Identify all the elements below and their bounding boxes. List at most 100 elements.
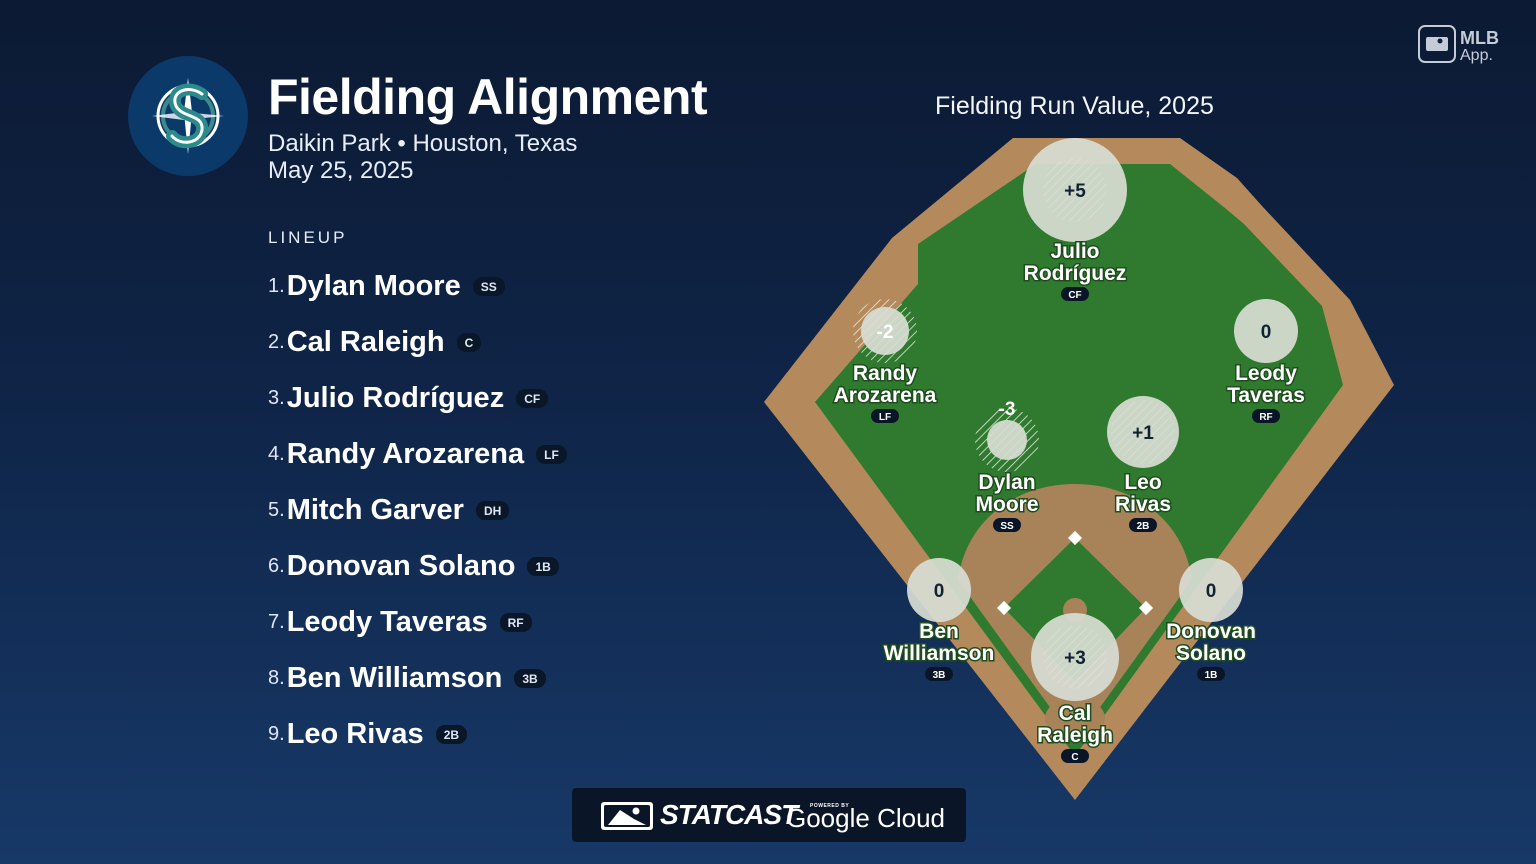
position-badge: LF bbox=[536, 444, 567, 464]
lineup-item: 4. Randy Arozarena LF bbox=[268, 426, 567, 482]
frv-bubble bbox=[907, 558, 971, 622]
mlb-app-logo: MLB App. bbox=[1418, 24, 1514, 64]
powered-by-label: POWERED BY bbox=[810, 803, 850, 809]
fielder-first-name: Dylan bbox=[978, 471, 1035, 494]
lineup-player-name: Julio Rodríguez bbox=[286, 381, 505, 414]
lineup-item: 7. Leody Taveras RF bbox=[268, 594, 567, 650]
position-pill bbox=[1061, 749, 1089, 763]
fielder-first-name: Cal bbox=[1059, 702, 1092, 725]
fielder-last-name: Taveras bbox=[1227, 384, 1305, 407]
lineup-number: 4. bbox=[268, 442, 285, 465]
position-pill-label: CF bbox=[1068, 290, 1081, 301]
lineup-number: 7. bbox=[268, 610, 285, 633]
mlb-logo-icon bbox=[601, 802, 653, 830]
frv-bubble bbox=[1179, 558, 1243, 622]
venue-text: Daikin Park • Houston, Texas bbox=[268, 130, 578, 157]
fielder-first-name: Leody bbox=[1235, 362, 1297, 385]
mlb-app-label-bottom: App. bbox=[1460, 47, 1493, 64]
position-badge: 1B bbox=[527, 556, 559, 576]
position-pill-label: 2B bbox=[1137, 521, 1150, 532]
page-title: Fielding Alignment bbox=[268, 69, 708, 125]
lineup-player-name: Randy Arozarena bbox=[286, 437, 525, 470]
frv-value: -2 bbox=[877, 322, 894, 343]
position-pill-label: SS bbox=[1000, 521, 1014, 532]
position-badge: SS bbox=[472, 276, 505, 296]
fielder-last-name: Moore bbox=[976, 493, 1039, 516]
lineup-item: 6. Donovan Solano 1B bbox=[268, 538, 567, 594]
position-badge: DH bbox=[475, 500, 510, 520]
lineup-item: 5. Mitch Garver DH bbox=[268, 482, 567, 538]
position-pill bbox=[1129, 518, 1157, 532]
position-badge: CF bbox=[516, 388, 549, 408]
mlb-logo-icon bbox=[1418, 25, 1456, 63]
frv-hatch-core bbox=[1043, 625, 1107, 689]
position-pill-label: LF bbox=[879, 412, 891, 423]
fielder-first-name: Randy bbox=[853, 362, 918, 385]
fielder-first-name: Leo bbox=[1124, 471, 1161, 494]
statcast-label: STATCAST bbox=[660, 799, 798, 830]
lineup-number: 2. bbox=[268, 330, 285, 353]
frv-value: 0 bbox=[934, 581, 945, 602]
position-badge: 3B bbox=[514, 668, 546, 688]
frv-hatch-core bbox=[1111, 400, 1175, 464]
frv-value: +5 bbox=[1064, 181, 1086, 202]
statcast-google-cloud-banner: STATCAST POWERED BY Google Cloud bbox=[572, 788, 966, 842]
frv-value: 0 bbox=[1206, 581, 1217, 602]
date-text: May 25, 2025 bbox=[268, 157, 414, 184]
lineup-number: 9. bbox=[268, 722, 285, 745]
lineup-player-name: Mitch Garver bbox=[286, 493, 464, 526]
lineup-item: 9. Leo Rivas 2B bbox=[268, 706, 567, 762]
lineup-player-name: Dylan Moore bbox=[286, 269, 461, 302]
fielder-last-name: Arozarena bbox=[834, 384, 937, 407]
mlb-app-label-top: MLB bbox=[1460, 28, 1499, 48]
lineup-number: 6. bbox=[268, 554, 285, 577]
lineup-number: 5. bbox=[268, 498, 285, 521]
fielder-first-name: Julio bbox=[1050, 240, 1099, 263]
google-cloud-label: Google Cloud bbox=[786, 803, 945, 833]
lineup-player-name: Donovan Solano bbox=[286, 549, 516, 582]
position-pill bbox=[1252, 409, 1280, 423]
mariners-s-compass-logo-icon bbox=[152, 78, 224, 154]
frv-value: +3 bbox=[1064, 648, 1086, 669]
frv-hatch-core bbox=[1043, 158, 1107, 222]
lineup-item: 3. Julio Rodríguez CF bbox=[268, 370, 567, 426]
outfield-grass bbox=[815, 164, 1343, 756]
lineup-player-name: Ben Williamson bbox=[286, 661, 503, 694]
fielder-last-name: Raleigh bbox=[1037, 724, 1113, 747]
lineup-item: 8. Ben Williamson 3B bbox=[268, 650, 567, 706]
lineup-heading: LINEUP bbox=[268, 228, 348, 247]
fielder-last-name: Solano bbox=[1176, 642, 1246, 665]
fielder-last-name: Rodríguez bbox=[1024, 262, 1127, 285]
frv-value: 0 bbox=[1261, 322, 1272, 343]
lineup-player-name: Cal Raleigh bbox=[286, 325, 445, 358]
second-base bbox=[1067, 530, 1083, 546]
position-pill bbox=[1197, 667, 1225, 681]
lineup-number: 3. bbox=[268, 386, 285, 409]
frv-bubble bbox=[1234, 299, 1298, 363]
lineup-item: 2. Cal Raleigh C bbox=[268, 314, 567, 370]
position-pill-label: C bbox=[1071, 752, 1078, 763]
position-badge: 2B bbox=[435, 724, 468, 744]
position-pill bbox=[925, 667, 953, 681]
position-pill bbox=[993, 518, 1021, 532]
fielder-first-name: Donovan bbox=[1166, 620, 1256, 643]
fielder-last-name: Rivas bbox=[1115, 493, 1171, 516]
third-base bbox=[996, 600, 1012, 616]
home-plate-area bbox=[1045, 698, 1105, 738]
position-pill-label: RF bbox=[1259, 412, 1272, 423]
lineup-number: 8. bbox=[268, 666, 285, 689]
fielder-last-name: Williamson bbox=[884, 642, 995, 665]
position-pill-label: 3B bbox=[933, 670, 946, 681]
lineup-player-name: Leo Rivas bbox=[286, 717, 424, 750]
fielder-first-name: Ben bbox=[919, 620, 959, 643]
frv-value: -3 bbox=[999, 399, 1016, 420]
position-pill bbox=[1061, 287, 1089, 301]
